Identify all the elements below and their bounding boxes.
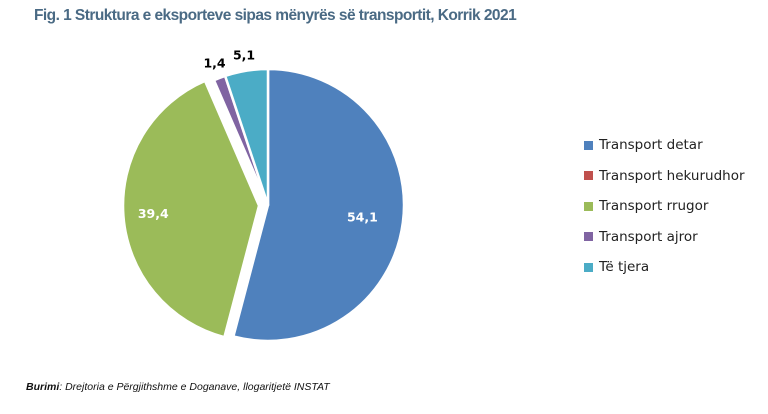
legend-swatch-transport-ajror bbox=[584, 232, 593, 242]
pie-slice-te-tjera bbox=[223, 67, 270, 207]
legend-label-transport-detar: Transport detar bbox=[599, 137, 703, 154]
legend-item-transport-ajror: Transport ajror bbox=[584, 222, 745, 253]
pie-slice-transport-rrugor bbox=[121, 79, 261, 339]
legend-swatch-transport-hekurudhor bbox=[584, 171, 593, 181]
legend-item-transport-rrugor: Transport rrugor bbox=[584, 191, 745, 222]
legend-item-transport-hekurudhor: Transport hekurudhor bbox=[584, 161, 745, 192]
chart-legend: Transport detar Transport hekurudhor Tra… bbox=[584, 130, 745, 283]
data-label-te-tjera: 5,1 bbox=[233, 47, 255, 62]
legend-label-transport-rrugor: Transport rrugor bbox=[599, 198, 709, 215]
source-note: Burimi: Drejtoria e Përgjithshme e Dogan… bbox=[26, 381, 330, 393]
chart-title: Fig. 1 Struktura e eksporteve sipas mëny… bbox=[34, 7, 517, 24]
legend-label-transport-hekurudhor: Transport hekurudhor bbox=[599, 167, 745, 184]
legend-swatch-transport-detar bbox=[584, 140, 593, 150]
legend-label-te-tjera: Të tjera bbox=[599, 259, 650, 276]
data-label-transport-rrugor: 39,4 bbox=[138, 206, 169, 221]
legend-item-transport-detar: Transport detar bbox=[584, 130, 745, 161]
legend-item-te-tjera: Të tjera bbox=[584, 252, 745, 283]
pie-slice-transport-detar bbox=[232, 67, 406, 343]
legend-swatch-transport-rrugor bbox=[584, 201, 593, 211]
data-label-transport-detar: 54,1 bbox=[347, 210, 378, 225]
data-label-transport-ajror: 1,4 bbox=[203, 55, 225, 70]
legend-label-transport-ajror: Transport ajror bbox=[599, 228, 698, 245]
source-label: Burimi bbox=[26, 381, 60, 393]
legend-swatch-te-tjera bbox=[584, 262, 593, 272]
source-text: : Drejtoria e Përgjithshme e Doganave, l… bbox=[59, 381, 330, 393]
